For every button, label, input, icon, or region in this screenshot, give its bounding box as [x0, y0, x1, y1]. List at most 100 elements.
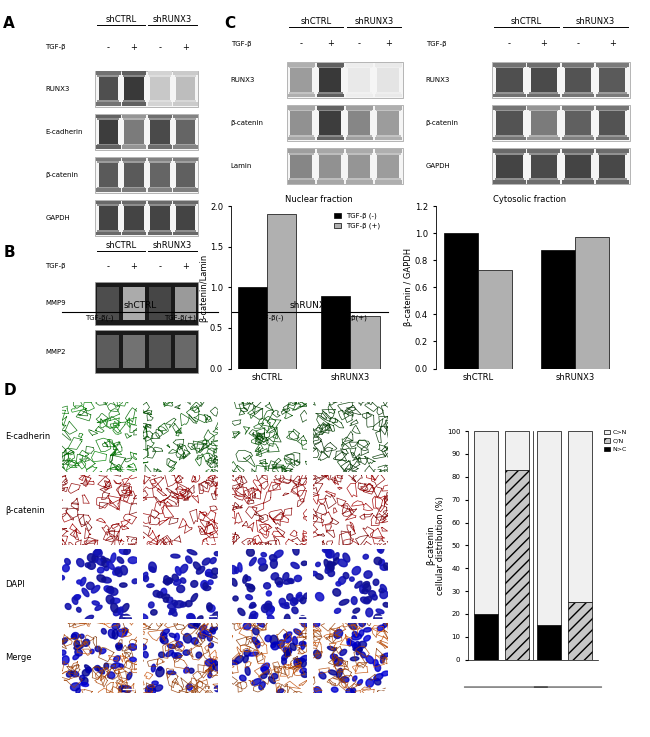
- Bar: [289, 108, 314, 111]
- Bar: [562, 106, 594, 110]
- Ellipse shape: [196, 652, 202, 658]
- Text: shRUNX3: shRUNX3: [289, 301, 331, 310]
- Bar: [318, 92, 343, 96]
- Bar: [598, 108, 627, 111]
- Ellipse shape: [101, 556, 106, 563]
- Ellipse shape: [296, 658, 304, 664]
- Ellipse shape: [299, 658, 306, 667]
- Ellipse shape: [364, 635, 370, 641]
- Ellipse shape: [261, 663, 270, 671]
- Ellipse shape: [353, 608, 359, 613]
- Bar: [564, 108, 593, 111]
- Bar: [123, 144, 145, 147]
- Ellipse shape: [280, 604, 289, 609]
- Ellipse shape: [122, 604, 129, 612]
- Bar: [287, 62, 403, 98]
- Ellipse shape: [203, 583, 207, 589]
- Ellipse shape: [333, 654, 338, 661]
- Bar: [537, 431, 560, 625]
- Bar: [346, 149, 373, 153]
- Ellipse shape: [183, 634, 192, 643]
- Bar: [288, 137, 315, 141]
- Ellipse shape: [310, 571, 317, 576]
- Ellipse shape: [380, 565, 387, 570]
- Ellipse shape: [73, 595, 80, 600]
- Ellipse shape: [163, 597, 168, 602]
- Ellipse shape: [348, 640, 357, 646]
- Bar: [541, 250, 575, 368]
- Ellipse shape: [154, 685, 162, 691]
- Bar: [531, 109, 557, 138]
- Bar: [174, 71, 198, 75]
- Ellipse shape: [334, 629, 343, 638]
- Ellipse shape: [382, 671, 389, 676]
- Ellipse shape: [111, 598, 120, 604]
- Ellipse shape: [140, 644, 146, 650]
- Ellipse shape: [252, 612, 258, 621]
- Ellipse shape: [246, 548, 254, 556]
- Bar: [317, 149, 344, 153]
- Ellipse shape: [336, 581, 341, 586]
- Ellipse shape: [258, 558, 266, 565]
- Ellipse shape: [379, 546, 384, 553]
- Bar: [122, 158, 146, 161]
- Ellipse shape: [185, 601, 192, 607]
- Ellipse shape: [249, 615, 255, 621]
- Ellipse shape: [380, 655, 385, 663]
- Ellipse shape: [205, 659, 216, 666]
- Ellipse shape: [322, 549, 332, 553]
- Ellipse shape: [207, 605, 215, 612]
- Bar: [562, 63, 594, 66]
- Ellipse shape: [166, 578, 172, 584]
- Ellipse shape: [302, 561, 307, 565]
- Bar: [123, 100, 145, 104]
- Ellipse shape: [95, 646, 100, 652]
- Text: -: -: [577, 39, 580, 48]
- Bar: [122, 231, 146, 235]
- Ellipse shape: [240, 675, 246, 681]
- Ellipse shape: [112, 567, 121, 575]
- Bar: [150, 117, 170, 146]
- Bar: [377, 109, 399, 138]
- Bar: [148, 102, 172, 106]
- Ellipse shape: [96, 559, 104, 565]
- Ellipse shape: [300, 668, 306, 673]
- Ellipse shape: [255, 640, 260, 648]
- Ellipse shape: [250, 611, 256, 618]
- Ellipse shape: [101, 629, 107, 634]
- Ellipse shape: [384, 563, 390, 570]
- Bar: [596, 94, 629, 97]
- Bar: [288, 106, 315, 110]
- Ellipse shape: [92, 555, 98, 562]
- Ellipse shape: [119, 664, 124, 668]
- Bar: [497, 109, 523, 138]
- Ellipse shape: [102, 561, 109, 567]
- Bar: [495, 92, 524, 96]
- Bar: [569, 603, 592, 660]
- Ellipse shape: [373, 660, 378, 666]
- Ellipse shape: [70, 682, 80, 691]
- Bar: [148, 200, 172, 204]
- Bar: [288, 149, 315, 153]
- Ellipse shape: [350, 577, 354, 581]
- Ellipse shape: [79, 675, 84, 681]
- Ellipse shape: [361, 597, 370, 604]
- Ellipse shape: [190, 581, 198, 587]
- Ellipse shape: [339, 599, 349, 605]
- Ellipse shape: [343, 573, 349, 579]
- Ellipse shape: [120, 615, 125, 622]
- Bar: [564, 65, 593, 69]
- Bar: [346, 106, 373, 110]
- Ellipse shape: [377, 625, 384, 631]
- Ellipse shape: [209, 643, 213, 648]
- Ellipse shape: [359, 630, 364, 636]
- Ellipse shape: [188, 624, 195, 628]
- Ellipse shape: [261, 553, 266, 557]
- Bar: [149, 230, 171, 234]
- Ellipse shape: [381, 653, 389, 658]
- Ellipse shape: [115, 568, 122, 576]
- Text: C: C: [224, 16, 235, 31]
- Text: shCTRL: shCTRL: [300, 17, 332, 27]
- Ellipse shape: [334, 657, 343, 666]
- Ellipse shape: [302, 671, 309, 677]
